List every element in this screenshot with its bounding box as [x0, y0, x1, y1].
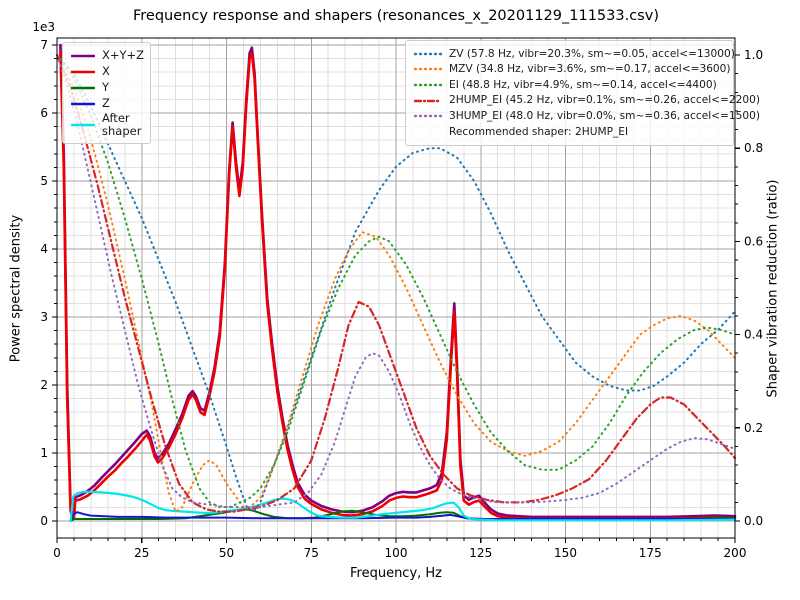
y-right-tick-label: 0.2 [744, 421, 763, 435]
x-tick-label: 200 [724, 546, 747, 560]
y-right-tick-label: 0.8 [744, 141, 763, 155]
y-left-tick-label: 6 [40, 106, 48, 120]
series-mzv [56, 54, 736, 513]
legend-item-mzv: MZV (34.8 Hz, vibr=3.6%, sm~=0.17, accel… [414, 62, 731, 78]
x-tick-label: 0 [53, 546, 61, 560]
y-left-tick-label: 2 [40, 378, 48, 392]
legend-item-label: Y [102, 80, 110, 95]
x-tick-label: 50 [219, 546, 234, 560]
legend-item-label: After shaper [102, 111, 142, 139]
legend-item-ei: EI (48.8 Hz, vibr=4.9%, sm~=0.14, accel<… [414, 77, 725, 93]
series-lines [55, 43, 737, 523]
legend-item-y: Y [71, 80, 142, 96]
y-left-tick-label: 7 [40, 38, 48, 52]
z-line-swatch [71, 99, 95, 109]
y-left-tick-label: 4 [40, 242, 48, 256]
legend-item-label: X+Y+Z [102, 48, 145, 63]
y-axis-left-label: Power spectral density [8, 214, 24, 363]
sum-line-swatch [71, 51, 95, 61]
recommended-shaper-note: Recommended shaper: 2HUMP_EI [449, 125, 629, 138]
y-left-tick-label: 0 [40, 514, 48, 528]
x-line-swatch [71, 67, 95, 77]
x-tick-label: 125 [469, 546, 492, 560]
y-left-tick-label: 1 [40, 446, 48, 460]
y-right-tick-label: 0.0 [744, 514, 763, 528]
hump2-line-swatch [414, 96, 442, 106]
y-right-tick-label: 0.6 [744, 234, 763, 248]
legend-item-label: ZV (57.8 Hz, vibr=20.3%, sm~=0.05, accel… [449, 47, 735, 60]
legend-item-label: 2HUMP_EI (45.2 Hz, vibr=0.1%, sm~=0.26, … [449, 94, 760, 107]
legend-shapers: ZV (57.8 Hz, vibr=20.3%, sm~=0.05, accel… [405, 40, 760, 146]
legend-item-label: Z [102, 96, 110, 111]
legend-item-hump3: 3HUMP_EI (48.0 Hz, vibr=0.0%, sm~=0.36, … [414, 108, 760, 124]
legend-psd: X+Y+Z X Y Z After shaper [62, 42, 151, 145]
x-tick-label: 25 [134, 546, 149, 560]
series-ei [56, 54, 736, 508]
y-right-tick-label: 0.4 [744, 328, 763, 342]
legend-item-x: X [71, 64, 142, 80]
zv-line-swatch [414, 49, 442, 59]
legend-item-hump2: 2HUMP_EI (45.2 Hz, vibr=0.1%, sm~=0.26, … [414, 93, 760, 109]
series-zv [56, 54, 736, 513]
y-right-tick-label: 1.0 [744, 48, 763, 62]
after-line-swatch [71, 120, 95, 130]
legend-item-label: X [102, 64, 110, 79]
series-hump3 [56, 54, 736, 508]
chart-title: Frequency response and shapers (resonanc… [133, 8, 659, 24]
mzv-line-swatch [414, 64, 442, 74]
legend-item-sum: X+Y+Z [71, 48, 145, 64]
legend-item-label: 3HUMP_EI (48.0 Hz, vibr=0.0%, sm~=0.36, … [449, 110, 760, 123]
legend-item-label: MZV (34.8 Hz, vibr=3.6%, sm~=0.17, accel… [449, 63, 731, 76]
series-x [59, 50, 737, 521]
y-axis-offset-text: 1e3 [32, 20, 55, 34]
x-tick-label: 175 [639, 546, 662, 560]
legend-item-zv: ZV (57.8 Hz, vibr=20.3%, sm~=0.05, accel… [414, 46, 735, 62]
legend-item-label: EI (48.8 Hz, vibr=4.9%, sm~=0.14, accel<… [449, 78, 717, 91]
series-hump2 [55, 53, 737, 513]
y-left-tick-label: 3 [40, 310, 48, 324]
x-tick-label: 150 [554, 546, 577, 560]
x-axis-label: Frequency, Hz [349, 566, 443, 581]
y-axis-right-label: Shaper vibration reduction (ratio) [765, 179, 781, 398]
y-left-tick-label: 5 [40, 174, 48, 188]
legend-item-z: Z [71, 96, 142, 112]
series-after [69, 490, 737, 523]
hump3-line-swatch [414, 111, 442, 121]
ei-line-swatch [414, 80, 442, 90]
axis-ticks: 0 25 50 75 100 125 150 175 200 0 1 2 3 4 5 6 7 0.0 0.2 0.4 0… [32, 20, 763, 560]
y-line-swatch [71, 83, 95, 93]
legend-item-after: After shaper [71, 111, 142, 139]
x-tick-label: 75 [304, 546, 319, 560]
x-tick-label: 100 [385, 546, 408, 560]
